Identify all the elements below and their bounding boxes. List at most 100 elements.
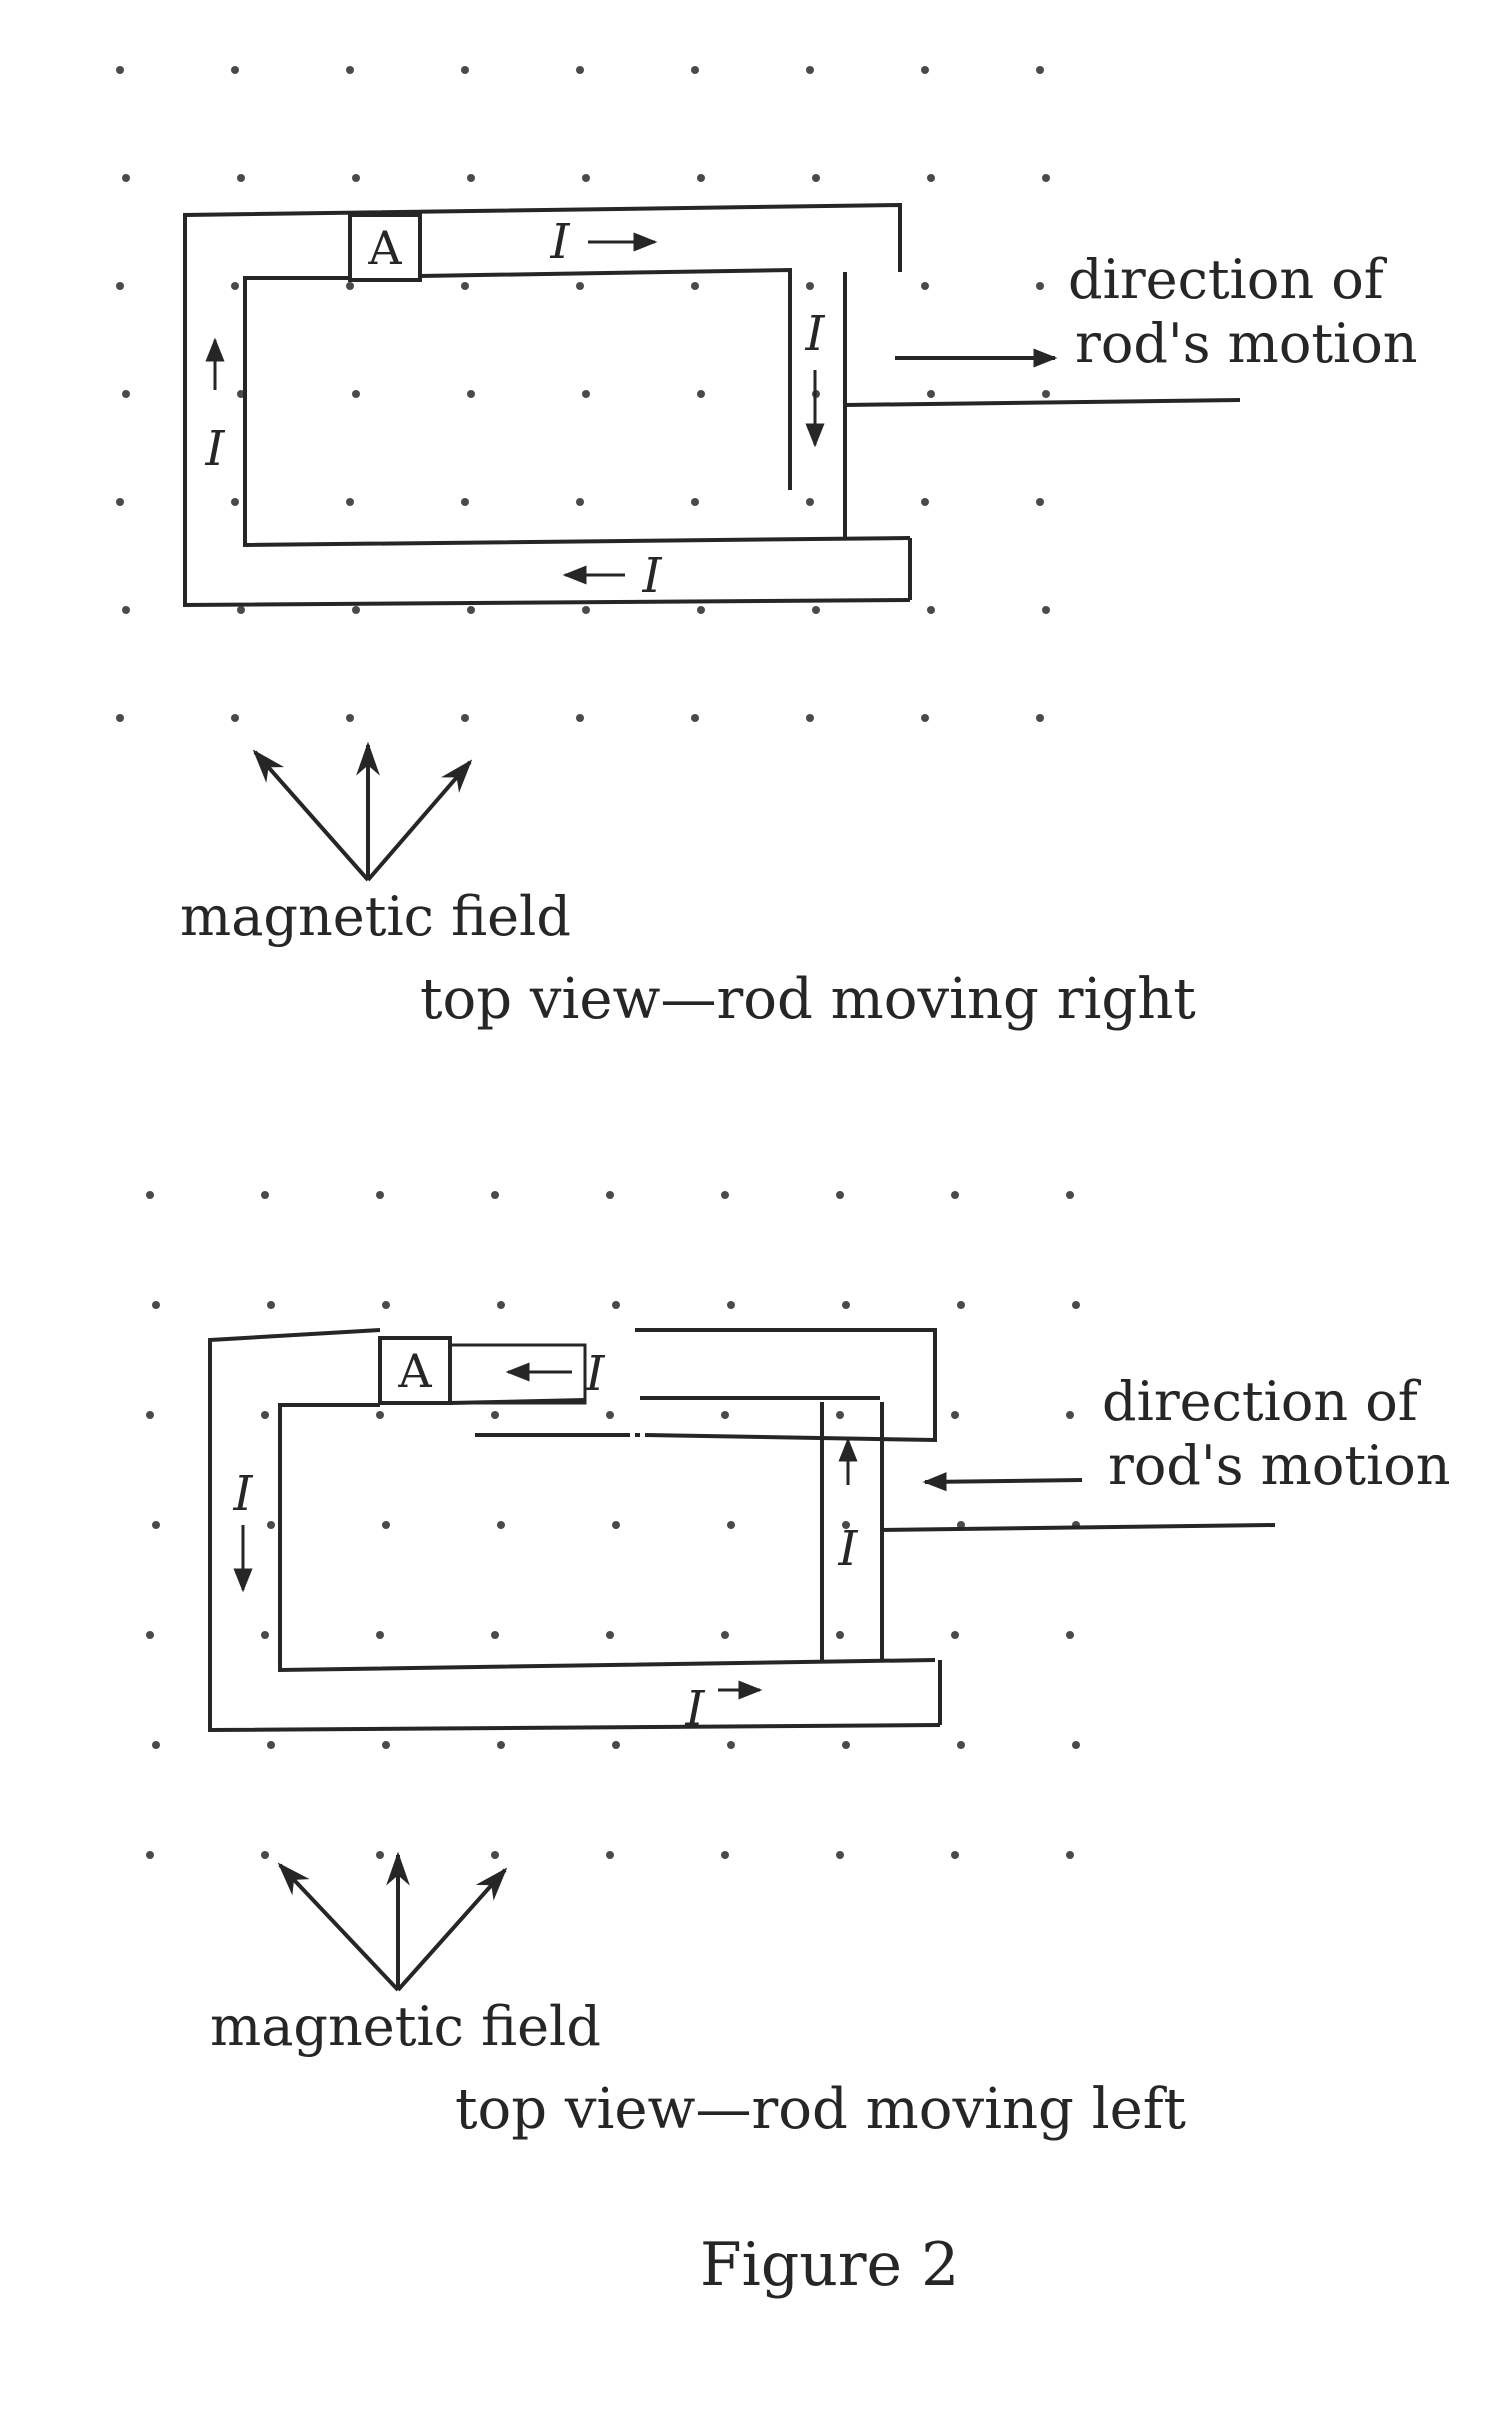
current-label-right: I [805, 306, 826, 362]
field-dot [582, 174, 590, 182]
field-dot [1066, 1631, 1074, 1639]
field-dot [927, 174, 935, 182]
field-dot [1036, 282, 1044, 290]
current-label-top: I [585, 1346, 606, 1402]
rail-segment-box [448, 1343, 587, 1405]
field-dot [721, 1631, 729, 1639]
field-dot [697, 174, 705, 182]
field-dot [812, 606, 820, 614]
field-dot [697, 390, 705, 398]
field-dot [697, 606, 705, 614]
field-dot [842, 1521, 850, 1529]
field-dot [116, 66, 124, 74]
field-dot [237, 606, 245, 614]
field-dot [116, 282, 124, 290]
field-dot [346, 282, 354, 290]
field-dot [261, 1411, 269, 1419]
field-dot [376, 1191, 384, 1199]
field-dot [836, 1851, 844, 1859]
field-dot [691, 66, 699, 74]
field-dot [261, 1631, 269, 1639]
field-dot [352, 174, 360, 182]
field-dot [812, 174, 820, 182]
field-dot [957, 1741, 965, 1749]
field-dot [231, 66, 239, 74]
field-dot [146, 1851, 154, 1859]
field-dot [352, 390, 360, 398]
field-dot [352, 606, 360, 614]
rod-handle [844, 398, 1241, 407]
field-dot [691, 282, 699, 290]
outer-rail [183, 202, 911, 608]
magnetic-field-label: magnetic field [180, 885, 571, 948]
field-dot [836, 1631, 844, 1639]
field-dot [1042, 606, 1050, 614]
field-dot [382, 1301, 390, 1309]
field-dot [116, 498, 124, 506]
field-dot [1042, 174, 1050, 182]
diagram-rod-moving-right: A I I I I direction of rod's motion magn… [116, 66, 1418, 1032]
field-dot [152, 1301, 160, 1309]
field-dot [491, 1631, 499, 1639]
field-dot [921, 714, 929, 722]
field-dot [267, 1521, 275, 1529]
field-dot [497, 1741, 505, 1749]
field-dot [927, 390, 935, 398]
inner-rail [243, 267, 911, 548]
outer-rail-top [208, 1328, 941, 1733]
magnetic-field-dots-top [116, 66, 1050, 722]
diagram-rod-moving-left: A I I I I direction of rod's motion magn… [146, 1191, 1451, 2142]
field-dot [467, 174, 475, 182]
field-dot [491, 1411, 499, 1419]
field-dot [116, 714, 124, 722]
field-dot [576, 282, 584, 290]
field-dot [806, 66, 814, 74]
field-dot [491, 1191, 499, 1199]
field-dot [1036, 714, 1044, 722]
field-dot [1066, 1411, 1074, 1419]
field-dot [261, 1191, 269, 1199]
current-label-left: I [233, 1466, 254, 1522]
field-dot [346, 498, 354, 506]
rod-handle [881, 1523, 1276, 1532]
field-dot [231, 282, 239, 290]
magnetic-field-arrows-icon [252, 741, 473, 882]
field-dot [1072, 1741, 1080, 1749]
field-dot [836, 1411, 844, 1419]
field-dot [842, 1301, 850, 1309]
current-label-bottom: I [642, 548, 663, 604]
field-dot [582, 390, 590, 398]
field-dot [721, 1411, 729, 1419]
field-dot [497, 1521, 505, 1529]
motion-arrow-left [922, 1472, 1083, 1492]
motion-label-line2: rod's motion [1108, 1434, 1451, 1497]
outer-rail [475, 1375, 937, 1443]
field-dot [606, 1191, 614, 1199]
field-dot [806, 282, 814, 290]
field-dot [231, 498, 239, 506]
field-dot [806, 498, 814, 506]
field-dot [951, 1631, 959, 1639]
motion-label-line1: direction of [1068, 248, 1388, 311]
current-label-top: I [550, 214, 571, 270]
field-dot [836, 1191, 844, 1199]
motion-label-line1: direction of [1102, 1370, 1422, 1433]
field-dot [842, 1741, 850, 1749]
caption-rod-moving-left: top view—rod moving left [455, 2077, 1186, 2142]
ammeter: A [378, 1336, 452, 1405]
field-dot [606, 1411, 614, 1419]
field-dot [951, 1411, 959, 1419]
field-dot [122, 606, 130, 614]
field-dot [122, 390, 130, 398]
current-label-left: I [205, 421, 226, 477]
field-dot [146, 1411, 154, 1419]
field-dot [346, 66, 354, 74]
field-dot [1036, 66, 1044, 74]
magnetic-field-dots-bottom [146, 1191, 1080, 1859]
field-dot [612, 1521, 620, 1529]
field-dot [231, 714, 239, 722]
field-dot [612, 1301, 620, 1309]
field-dot [612, 1741, 620, 1749]
field-dot [146, 1631, 154, 1639]
